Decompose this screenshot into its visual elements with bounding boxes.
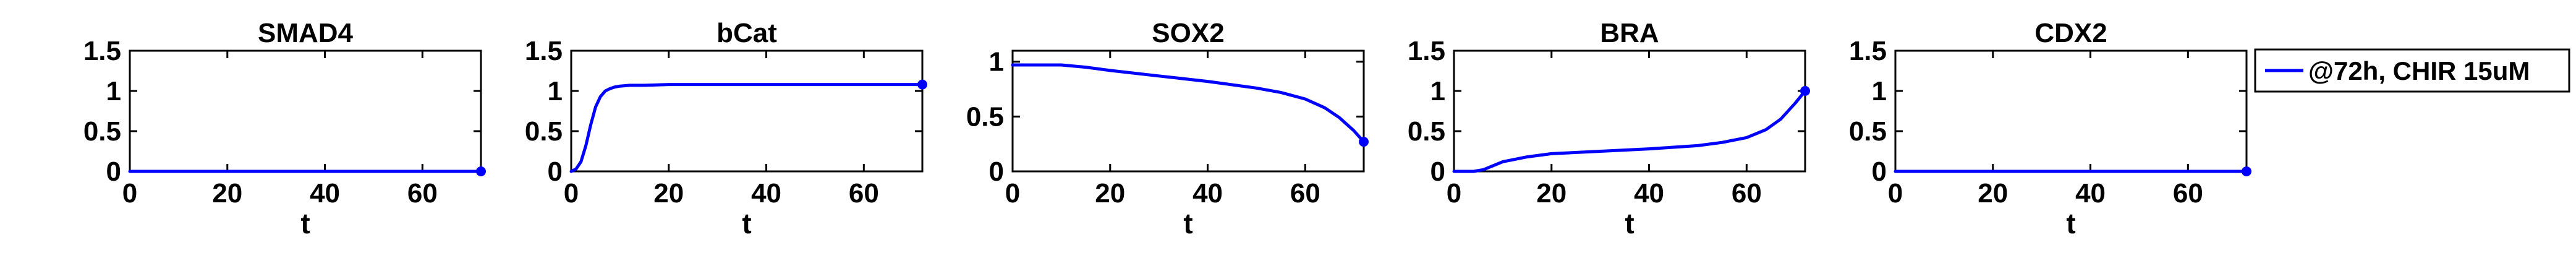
x-tick-label: 40 — [2075, 178, 2106, 209]
chart-title: bCat — [716, 18, 777, 48]
y-tick-label: 1.5 — [1849, 36, 1887, 66]
x-axis-label: t — [2066, 207, 2075, 239]
y-tick-label: 1.5 — [525, 36, 563, 66]
legend: @72h, CHIR 15uM — [2254, 48, 2570, 93]
x-tick-label: 40 — [1634, 178, 1664, 209]
y-tick-label: 0 — [548, 157, 563, 187]
y-tick-label: 1.5 — [83, 36, 121, 66]
x-tick-label: 20 — [212, 178, 242, 209]
y-tick-label: 0 — [1872, 157, 1887, 187]
x-tick-label: 20 — [1536, 178, 1566, 209]
y-tick-label: 0 — [989, 157, 1004, 187]
x-tick-label: 0 — [1447, 178, 1461, 209]
axes-frame — [1894, 49, 2248, 173]
x-tick-label: 60 — [849, 178, 879, 209]
chart-title: SMAD4 — [258, 18, 354, 48]
x-axis-label: t — [300, 207, 310, 239]
chart-title: BRA — [1600, 18, 1659, 48]
series-line — [569, 83, 924, 173]
x-tick-label: 60 — [1732, 178, 1762, 209]
series-end-point — [917, 79, 927, 90]
series-end-point — [1800, 86, 1810, 96]
y-tick-label: 1.5 — [1408, 36, 1445, 66]
y-tick-label: 1 — [989, 47, 1004, 77]
legend-entry: @72h, CHIR 15uM — [2308, 56, 2530, 85]
legend-box — [2254, 48, 2570, 93]
x-tick-label: 60 — [407, 178, 438, 209]
axes-frame — [1453, 49, 1806, 173]
y-tick-label: 0.5 — [525, 116, 563, 147]
x-tick-label: 0 — [1005, 178, 1020, 209]
chart-panel-3: SOX2 0 20 40 60 0 0.5 1 t — [966, 18, 1369, 239]
x-axis-label: t — [1183, 207, 1192, 239]
x-tick-label: 20 — [1095, 178, 1125, 209]
x-tick-label: 60 — [2173, 178, 2203, 209]
x-axis-label: t — [1625, 207, 1634, 239]
x-tick-label: 20 — [653, 178, 684, 209]
x-tick-label: 0 — [1888, 178, 1903, 209]
y-tick-label: 1 — [106, 76, 121, 106]
y-tick-label: 1 — [548, 76, 563, 106]
series-line — [1011, 63, 1366, 144]
y-tick-label: 0 — [106, 157, 121, 187]
y-tick-label: 0 — [1430, 157, 1445, 187]
chart-title: SOX2 — [1152, 18, 1224, 48]
y-tick-label: 1 — [1430, 76, 1445, 106]
x-axis-label: t — [742, 207, 751, 239]
series-end-point — [2242, 166, 2251, 176]
y-tick-label: 0.5 — [1408, 116, 1445, 147]
x-tick-label: 40 — [310, 178, 340, 209]
x-tick-label: 60 — [1290, 178, 1320, 209]
chart-title: CDX2 — [2034, 18, 2107, 48]
axes-frame — [1011, 49, 1365, 173]
x-tick-label: 40 — [1192, 178, 1223, 209]
y-tick-label: 1 — [1872, 76, 1887, 106]
series-end-point — [476, 166, 486, 176]
x-tick-label: 0 — [122, 178, 137, 209]
axes-frame — [570, 49, 924, 173]
y-tick-label: 0.5 — [966, 101, 1004, 132]
x-tick-label: 20 — [1978, 178, 2008, 209]
y-tick-label: 0.5 — [83, 116, 121, 147]
y-tick-label: 0.5 — [1849, 116, 1887, 147]
series-line — [1452, 89, 1807, 173]
x-tick-label: 40 — [751, 178, 781, 209]
x-tick-label: 0 — [564, 178, 579, 209]
axes-frame — [129, 49, 482, 173]
series-end-point — [1359, 137, 1369, 147]
